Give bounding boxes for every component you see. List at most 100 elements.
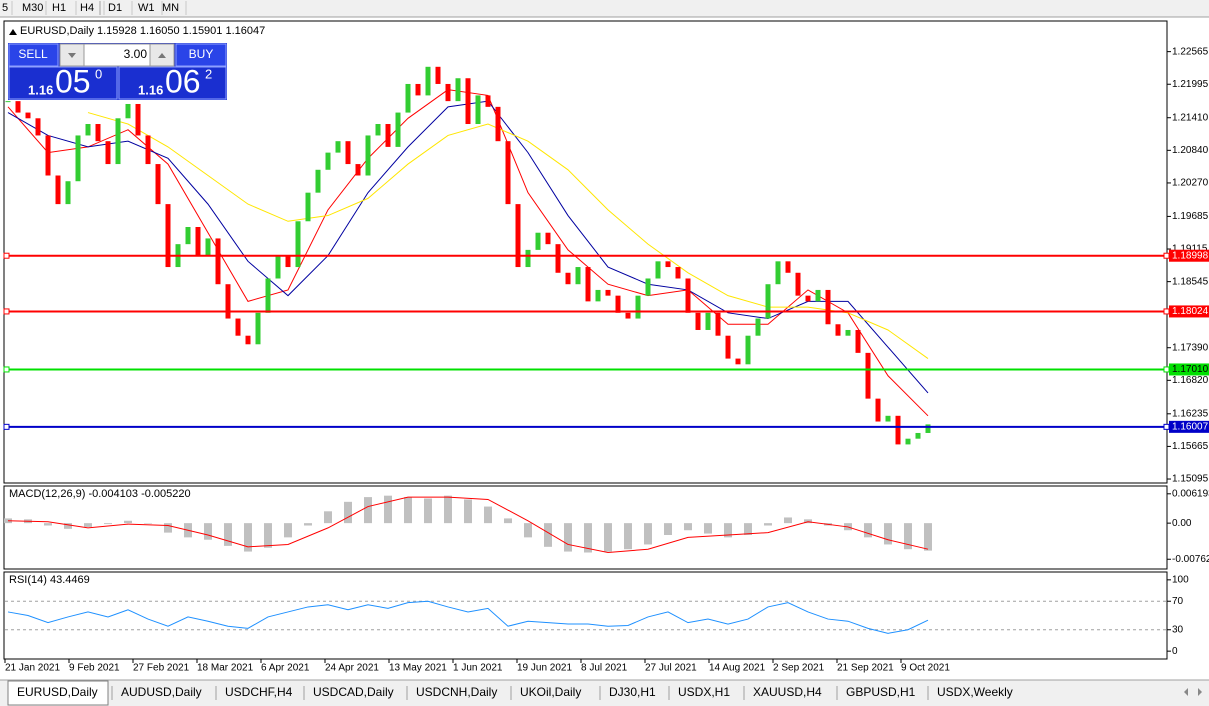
candle [845,329,851,336]
macd-bar [44,523,52,526]
macd-bar [904,523,912,550]
tab-label[interactable]: USDCAD,Daily [313,685,394,699]
candle [485,95,491,107]
x-tick-label: 27 Jul 2021 [645,663,697,674]
tab-label[interactable]: AUDUSD,Daily [121,685,202,699]
y-tick-label: 1.18545 [1172,276,1209,287]
sell-price-point: 0 [95,66,102,81]
timeframe-button[interactable]: MN [162,2,179,14]
macd-bar [284,523,292,538]
tab[interactable] [511,684,600,704]
buy-price-box[interactable] [118,66,227,100]
tab[interactable] [112,684,216,704]
y-tick-label: 1.16235 [1172,408,1209,419]
collapse-icon[interactable] [9,29,17,35]
tab[interactable] [216,684,304,704]
level-handle [1163,252,1170,259]
tab-label[interactable]: EURUSD,Daily [17,685,98,699]
timeframe-button[interactable]: M30 [22,2,43,14]
tab-label[interactable]: USDCHF,H4 [225,685,293,699]
buy-price-point: 2 [205,66,212,81]
tab[interactable] [669,684,744,704]
macd-bar [444,495,452,524]
candle [785,261,791,273]
candle [685,278,691,313]
sell-price-box[interactable] [8,66,118,100]
tab-label[interactable]: USDX,H1 [678,685,730,699]
candle [735,358,741,365]
candle [385,124,391,147]
candle [635,295,641,319]
tab-label[interactable]: USDX,Weekly [937,685,1013,699]
level-handle [3,308,10,315]
candle [395,112,401,147]
candle [755,318,761,336]
tab[interactable] [600,684,669,704]
level-handle [3,252,10,259]
tab-label[interactable]: UKOil,Daily [520,685,581,699]
buy-price-pips: 06 [165,63,201,99]
candle [265,278,271,313]
x-tick-label: 24 Apr 2021 [325,663,379,674]
macd-bar [704,523,712,534]
y-tick-label: 1.19115 [1172,244,1208,255]
timeframe-button[interactable]: 5 [2,2,8,14]
tab[interactable] [928,684,1025,704]
tab-label[interactable]: XAUUSD,H4 [753,685,822,699]
tab-label[interactable]: GBPUSD,H1 [846,685,916,699]
candle [525,249,531,268]
trade-panel: SELL 3.00 BUY 1.16 05 0 1.16 06 2 [8,43,227,100]
macd-bar [744,523,752,535]
macd-bar [84,523,92,527]
candle [835,324,841,336]
candle [145,135,151,165]
candle [855,329,861,353]
macd-bar [624,523,632,550]
macd-bar [104,523,112,525]
macd-bar [264,523,272,548]
tab[interactable] [407,684,511,704]
macd-bar [764,523,772,526]
macd-bar [304,523,312,526]
candle [85,124,91,136]
tab-label[interactable]: DJ30,H1 [609,685,656,699]
chart-header: EURUSD,Daily 1.15928 1.16050 1.15901 1.1… [20,25,265,37]
tab-scroll-left[interactable] [1184,688,1188,696]
macd-bar [884,523,892,545]
candle [555,244,561,273]
tabs: EURUSD,Daily AUDUSD,Daily USDCHF,H4 USDCAD,… [7,680,1025,706]
candle [875,398,881,422]
level-tag [1169,249,1209,262]
level-handle [1163,366,1170,373]
macd-bar [324,511,332,524]
tab-label[interactable]: USDCNH,Daily [416,685,497,699]
active-tab[interactable] [7,680,109,706]
macd-bar [664,523,672,535]
timeframe-button[interactable]: D1 [108,2,122,14]
sell-button[interactable] [8,43,59,67]
candle [495,106,501,142]
x-tick-label: 19 Jun 2021 [517,663,572,674]
tab[interactable] [837,684,928,704]
timeframe-button[interactable]: W1 [138,2,155,14]
candle [445,83,451,102]
y-tick-label: 1.20840 [1172,145,1209,156]
candle [545,232,551,245]
candle [535,232,541,250]
candle [795,272,801,296]
y-tick-label: 70 [1172,596,1184,607]
macd-bar [504,518,512,524]
candle [825,289,831,325]
tab-scroll-right[interactable] [1198,688,1202,696]
tab[interactable] [304,684,407,704]
tab[interactable] [744,684,837,704]
buy-button[interactable] [175,43,227,67]
candle [815,289,821,302]
timeframe-button[interactable]: H1 [52,2,66,14]
toolbar-buttons: 5 M30 H1 H4 D1 W1 MN [2,1,187,15]
timeframe-button[interactable]: H4 [80,2,94,14]
level-label: 1.17010 [1172,364,1209,375]
candle [335,141,341,153]
sell-price-big: 1.16 [28,82,53,97]
